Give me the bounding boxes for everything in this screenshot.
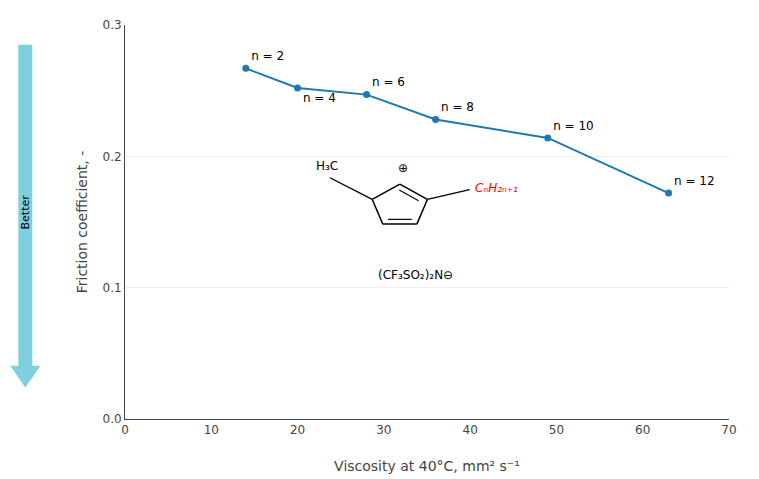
svg-text:n = 10: n = 10 [553,119,594,133]
svg-text:10: 10 [204,423,219,437]
svg-text:n = 2: n = 2 [251,49,284,63]
svg-text:Friction coefficient, -: Friction coefficient, - [74,151,90,294]
svg-text:50: 50 [549,423,564,437]
svg-text:n = 12: n = 12 [674,174,715,188]
svg-text:0: 0 [121,423,129,437]
svg-text:n = 4: n = 4 [303,91,336,105]
svg-text:40: 40 [462,423,477,437]
svg-text:30: 30 [376,423,391,437]
svg-text:0.0: 0.0 [103,412,122,426]
svg-text:⊕: ⊕ [398,161,408,175]
svg-text:Viscosity at 40°C, mm² s⁻¹: Viscosity at 40°C, mm² s⁻¹ [334,458,520,474]
svg-text:CₙH₂ₙ₊₁: CₙH₂ₙ₊₁ [475,181,518,195]
svg-text:0.3: 0.3 [103,18,122,32]
svg-text:60: 60 [635,423,650,437]
svg-text:70: 70 [721,423,736,437]
svg-text:20: 20 [290,423,305,437]
svg-text:Better: Better [19,195,32,230]
svg-text:H₃C: H₃C [316,159,338,173]
svg-text:0.1: 0.1 [103,281,122,295]
svg-text:(CF₃SO₂)₂N⊖: (CF₃SO₂)₂N⊖ [378,268,453,282]
svg-text:n = 6: n = 6 [372,75,405,89]
svg-text:0.2: 0.2 [103,150,122,164]
svg-text:n = 8: n = 8 [441,100,474,114]
